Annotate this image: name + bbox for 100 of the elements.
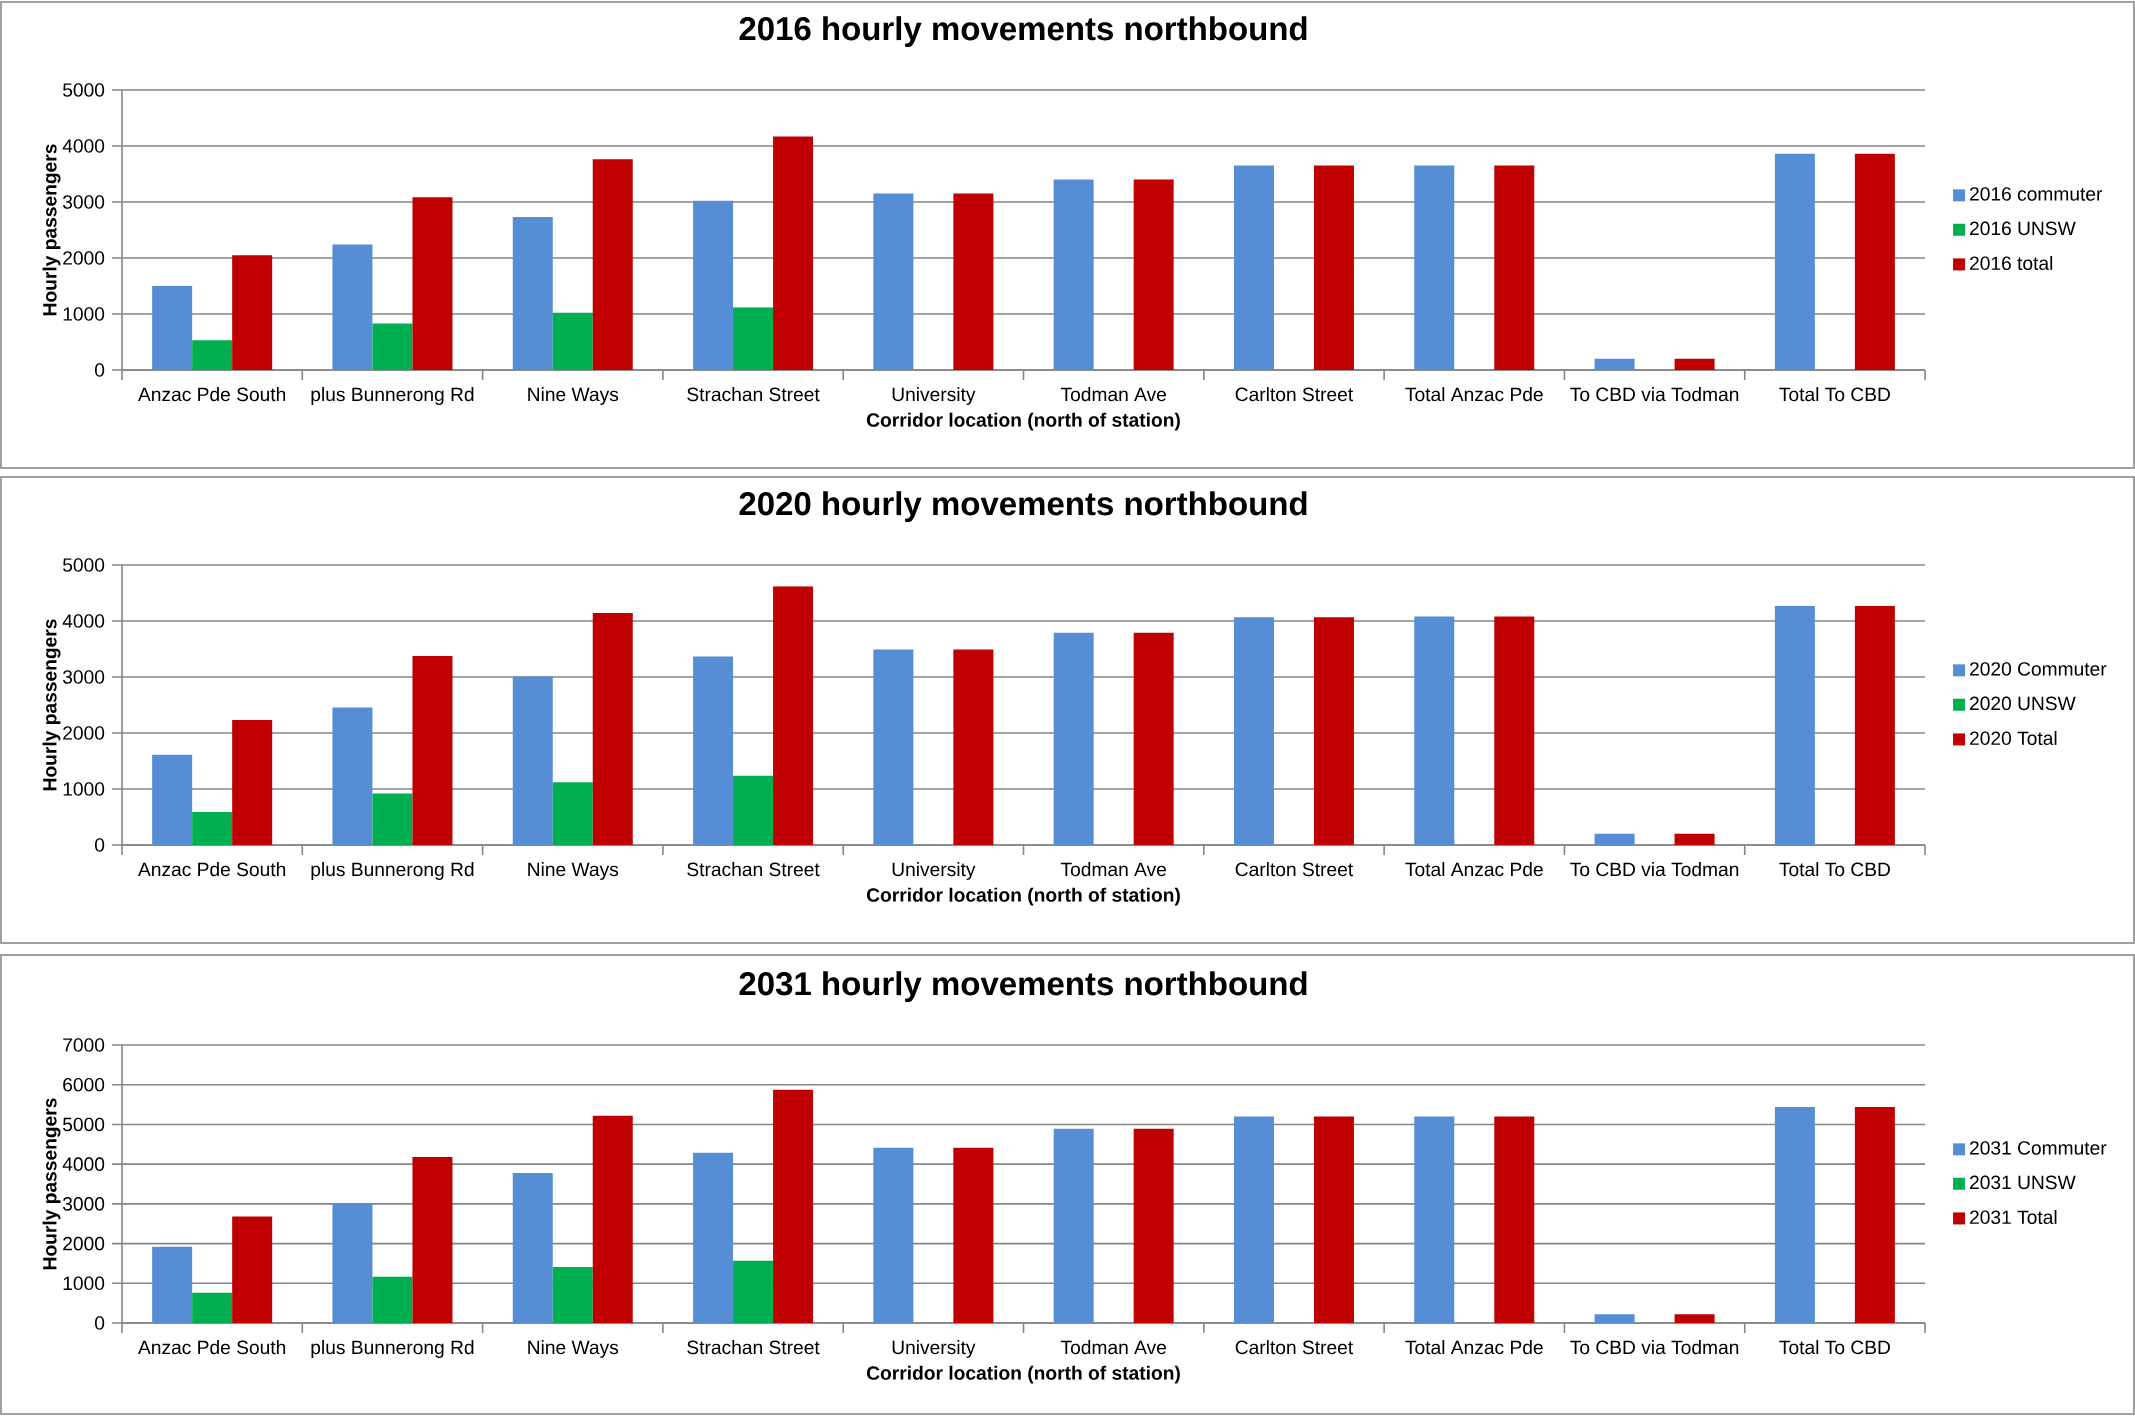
x-tick-label: Todman Ave (1060, 1340, 1166, 1355)
bar (733, 775, 774, 845)
bar (1854, 153, 1895, 370)
legend-label: 2020 Total (1970, 730, 2057, 746)
bar (1674, 833, 1715, 845)
x-tick-label: Nine Ways (528, 387, 619, 405)
x-tick-label: plus Bunnerong Rd (311, 862, 474, 880)
bar (873, 649, 914, 845)
x-tick-label: plus Bunnerong Rd (311, 387, 474, 405)
x-tick-label: Total To CBD (1779, 862, 1890, 877)
x-tick-label: Total To CBD (1779, 387, 1890, 402)
y-axis-title: Hourly passengers (42, 144, 61, 316)
x-tick-label: Strachan Street (687, 862, 820, 877)
y-tick-label: 4000 (62, 139, 105, 153)
y-tick-label: 3000 (62, 195, 105, 209)
x-tick-label: Anzac Pde South (138, 862, 286, 877)
bar (592, 612, 633, 845)
bar (1053, 179, 1094, 370)
x-tick-label: Nine Ways (528, 1340, 619, 1358)
bar (412, 656, 453, 845)
bar (1774, 605, 1815, 845)
bar (1133, 632, 1174, 845)
bar (693, 200, 734, 370)
bar (773, 136, 814, 370)
x-axis-title: Corridor location (north of station) (866, 412, 1180, 431)
y-tick-label: 2000 (63, 726, 105, 740)
legend-label: 2031 UNSW (1970, 1175, 2076, 1190)
bar (192, 340, 233, 370)
bar (1313, 1116, 1354, 1323)
bar (733, 1260, 774, 1323)
bar (332, 1203, 373, 1323)
bar (773, 586, 814, 845)
x-tick-label: To CBD via Todman (1570, 862, 1739, 877)
y-tick-label: 6000 (63, 1077, 105, 1092)
x-axis-title: Corridor location (north of station) (866, 887, 1180, 906)
bar (1494, 616, 1535, 845)
bar (512, 217, 553, 370)
x-axis-title: Corridor location (north of station) (866, 1365, 1180, 1384)
legend-label: 2016 total (1970, 255, 2053, 271)
bar (1854, 1106, 1895, 1323)
x-tick-label: University (892, 387, 976, 405)
x-tick-label: Anzac Pde South (138, 1340, 286, 1355)
x-tick-label: To CBD via Todman (1570, 387, 1739, 402)
y-axis-title: Hourly passengers (42, 619, 61, 791)
y-tick-label: 2000 (63, 1236, 105, 1251)
legend-label: 2031 Commuter (1970, 1141, 2107, 1155)
bar (592, 1115, 633, 1323)
legend-label: 2020 UNSW (1970, 696, 2076, 711)
bar (592, 159, 633, 370)
bar (552, 312, 593, 370)
x-tick-label: University (892, 1340, 976, 1358)
chart-title: 2031 hourly movements northbound (739, 971, 1307, 1002)
bar (412, 1157, 453, 1323)
bar (412, 197, 453, 370)
bar (873, 1147, 914, 1323)
y-tick-label: 1000 (63, 307, 105, 321)
y-tick-label: 4000 (62, 1157, 105, 1171)
bar (1494, 1116, 1535, 1323)
x-tick-label: To CBD via Todman (1570, 1340, 1739, 1355)
bar (372, 793, 413, 845)
x-tick-label: Total Anzac Pde (1405, 387, 1543, 402)
bar (693, 656, 734, 845)
bar (693, 1152, 734, 1323)
bar (873, 193, 914, 370)
chart-title: 2020 hourly movements northbound (739, 491, 1307, 522)
bar (552, 1267, 593, 1323)
bar (1313, 617, 1354, 845)
bar (1233, 165, 1274, 370)
y-tick-label: 0 (95, 363, 105, 377)
bar (1854, 605, 1895, 845)
bar (232, 1216, 273, 1323)
x-tick-label: plus Bunnerong Rd (311, 1340, 474, 1358)
bar (232, 720, 273, 845)
bar (1233, 617, 1274, 845)
y-tick-label: 3000 (62, 1197, 105, 1211)
x-tick-label: Carlton Street (1235, 862, 1354, 877)
bar (953, 193, 994, 370)
legend-label: 2031 Total (1970, 1209, 2057, 1225)
bar (1414, 1116, 1455, 1323)
bar (1774, 153, 1815, 370)
y-tick-label: 1000 (63, 1276, 105, 1291)
legend-label: 2016 UNSW (1970, 221, 2076, 236)
bar (1053, 632, 1094, 845)
bar (1494, 165, 1535, 370)
y-tick-label: 1000 (63, 782, 105, 796)
bar (953, 1147, 994, 1323)
y-tick-label: 2000 (63, 251, 105, 265)
bar (1594, 833, 1635, 845)
x-tick-label: Strachan Street (687, 1340, 820, 1355)
bar (372, 1276, 413, 1323)
bar (1133, 179, 1174, 370)
bar (1414, 165, 1455, 370)
y-tick-label: 5000 (63, 83, 105, 97)
y-tick-label: 7000 (63, 1038, 105, 1052)
bar (1594, 1314, 1635, 1323)
y-tick-label: 0 (95, 838, 105, 852)
bar (1313, 165, 1354, 370)
bar (512, 1173, 553, 1323)
bar (152, 754, 193, 845)
bar (1774, 1106, 1815, 1323)
